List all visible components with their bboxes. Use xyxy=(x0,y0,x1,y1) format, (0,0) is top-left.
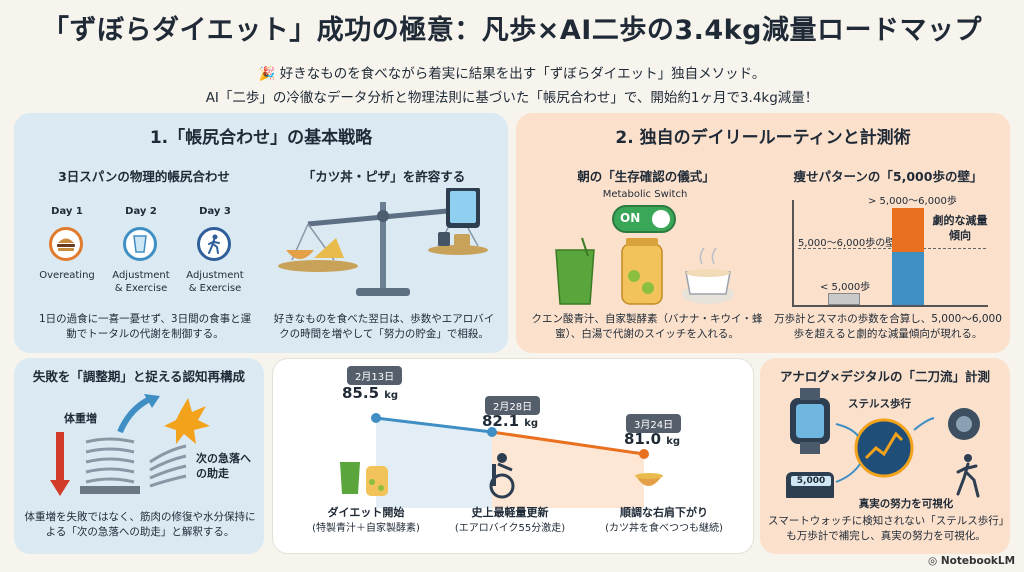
high-step-label: > 5,000〜6,000歩 xyxy=(868,196,957,207)
balance-scale-icon xyxy=(278,188,488,296)
pedometer-readout: 5,000 xyxy=(791,476,831,486)
weight-end: 81.0 kg xyxy=(624,430,681,448)
spring-icon xyxy=(50,394,210,496)
metabolic-switch-label: Metabolic Switch xyxy=(602,189,688,200)
milestone-end-label: 順調な右肩下がり xyxy=(620,506,708,519)
low-step-label: < 5,000歩 xyxy=(820,282,871,293)
day2-desc: Adjustment & Exercise xyxy=(112,270,170,294)
stealth-walk-label: ステルス歩行 xyxy=(848,398,911,410)
weight-trend-chart xyxy=(340,413,663,508)
day2-label: Day 2 xyxy=(125,206,157,217)
brand-logo: ◎ NotebookLM xyxy=(928,555,1016,567)
burger-icon xyxy=(49,227,83,261)
weight-start: 85.5 kg xyxy=(342,384,399,402)
water-glass-icon xyxy=(123,227,157,261)
dual-measure-caption: スマートウォッチに検知されない「ステルス歩行」も万歩計で補完し、真実の努力を可視… xyxy=(768,515,1004,543)
morning-ritual-title: 朝の「生存確認の儀式」 xyxy=(577,169,715,184)
dual-measure-title: アナログ×デジタルの「二刀流」計測 xyxy=(780,369,990,384)
metabolic-switch-toggle: ON xyxy=(612,205,676,233)
reframe-panel xyxy=(14,358,264,554)
strategy-3day-title: 3日スパンの物理的帳尻合わせ xyxy=(58,169,230,184)
date-start: 2月13日 xyxy=(347,366,403,385)
threshold-label: 5,000〜6,000歩の壁 xyxy=(798,238,896,249)
morning-drinks-icon xyxy=(555,237,734,305)
reframe-caption: 体重増を失敗ではなく、筋肉の修復や水分保持による「次の急落への助走」と解釈する。 xyxy=(24,511,256,539)
section2-title: 2. 独自のデイリールーティンと計測術 xyxy=(615,128,911,148)
weight-mid: 82.1 kg xyxy=(482,412,539,430)
high-step-bar-bottom xyxy=(892,252,924,305)
mid-point xyxy=(487,427,497,437)
switch-knob xyxy=(652,210,670,228)
x-axis xyxy=(792,305,988,307)
walking-person-icon xyxy=(197,227,231,261)
high-step-bar-top xyxy=(892,208,924,252)
measurement-devices-icon xyxy=(786,388,980,498)
milestone-mid-sub: (エアロバイク55分激走) xyxy=(454,523,566,534)
milestone-mid-label: 史上最軽量更新 xyxy=(471,506,549,519)
day-sequence: Day 1 Day 2 Day 3 Overeating Adjustment … xyxy=(32,205,252,305)
switch-state: ON xyxy=(620,211,641,225)
milestone-end-sub: (カツ丼を食べつつも継続) xyxy=(605,523,723,534)
step-wall-caption: 万歩計とスマホの歩数を合算し、5,000〜6,000歩を超えると劇的な減量傾向が… xyxy=(774,313,1002,341)
low-step-bar xyxy=(828,293,860,305)
date-mid: 2月28日 xyxy=(485,396,541,415)
reframe-title: 失敗を「調整期」と捉える認知再構成 xyxy=(32,369,246,384)
trend-label: 劇的な減量傾向 xyxy=(932,214,988,242)
section2-panel xyxy=(516,113,1010,353)
step-wall-title: 痩せパターンの「5,000歩の壁」 xyxy=(793,169,983,184)
subtitle-line-1: 🎉 好きなものを食べながら着実に結果を出す「ずぼらダイエット」独自メソッド。 xyxy=(258,66,766,82)
allow-food-title: 「カツ丼・ピザ」を許容する xyxy=(302,169,466,184)
end-point xyxy=(639,449,649,459)
section1-title: 1.「帳尻合わせ」の基本戦略 xyxy=(149,128,373,148)
page-title: 「ずぼらダイエット」成功の極意：凡歩×AI二歩の3.4kg減量ロードマップ xyxy=(42,15,982,46)
morning-ritual-caption: クエン酸青汁、自家製酵素（バナナ・キウイ・蜂蜜）、白湯で代謝のスイッチを入れる。 xyxy=(531,313,763,341)
milestone-start-label: ダイエット開始 xyxy=(327,506,405,519)
weight-up-label: 体重増 xyxy=(64,412,97,425)
y-axis xyxy=(792,200,794,306)
day3-label: Day 3 xyxy=(199,206,231,217)
brand-text: NotebookLM xyxy=(940,555,1016,567)
day1-label: Day 1 xyxy=(51,206,83,217)
next-drop-label: 次の急落への助走 xyxy=(196,452,251,480)
subtitle-line-2: AI「二歩」の冷徹なデータ分析と物理法則に基づいた「帳尻合わせ」で、開始約1ヶ月… xyxy=(205,90,819,106)
strategy-3day-caption: 1日の過食に一喜一憂せず、3日間の食事と運動でトータルの代謝を制御する。 xyxy=(38,313,252,341)
section1-panel xyxy=(14,113,508,353)
start-point xyxy=(371,413,381,423)
effort-label: 真実の努力を可視化 xyxy=(858,498,954,510)
day3-desc: Adjustment & Exercise xyxy=(186,270,244,294)
allow-food-caption: 好きなものを食べた翌日は、歩数やエアロバイクの時間を増やして「努力の貯金」で相殺… xyxy=(273,313,495,341)
day1-desc: Overeating xyxy=(39,270,95,281)
milestone-start-sub: (特製青汁＋自家製酵素) xyxy=(312,523,420,534)
date-end: 3月24日 xyxy=(626,414,682,433)
